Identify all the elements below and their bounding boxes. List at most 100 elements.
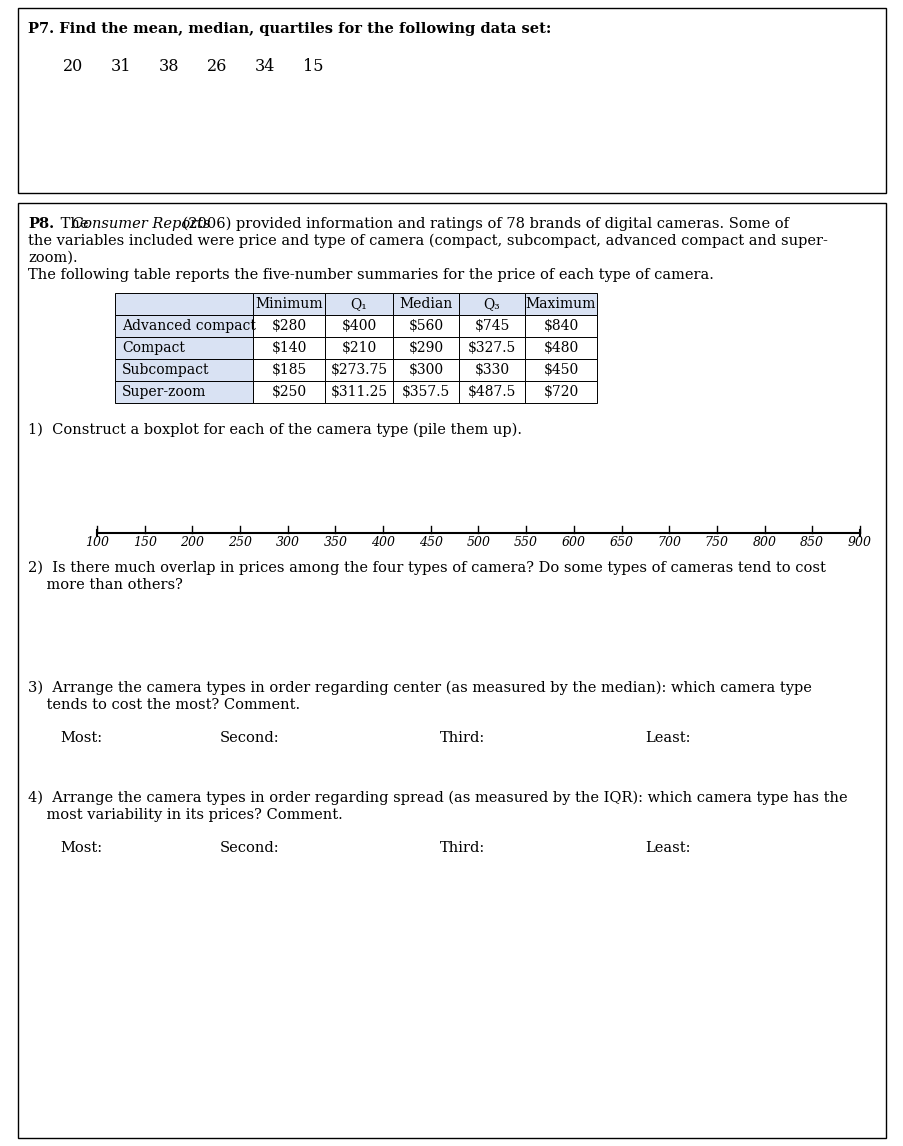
Text: 900: 900 (847, 536, 871, 549)
Text: Second:: Second: (219, 841, 279, 855)
Text: 15: 15 (303, 58, 323, 74)
Text: tends to cost the most? Comment.: tends to cost the most? Comment. (28, 698, 300, 712)
Text: $487.5: $487.5 (467, 385, 516, 399)
Text: The: The (56, 217, 93, 231)
Text: 20: 20 (63, 58, 83, 74)
Bar (393, 315, 459, 337)
Bar (253, 359, 325, 380)
Bar (393, 359, 459, 380)
Text: 600: 600 (562, 536, 585, 549)
Text: Third:: Third: (440, 841, 485, 855)
Bar (115, 293, 253, 315)
Bar (525, 359, 596, 380)
Bar (115, 380, 253, 403)
Text: $330: $330 (474, 363, 509, 377)
Text: zoom).: zoom). (28, 251, 78, 265)
Bar (253, 337, 325, 359)
Text: Q₃: Q₃ (483, 297, 500, 311)
Text: $400: $400 (341, 319, 377, 333)
Text: the variables included were price and type of camera (compact, subcompact, advan: the variables included were price and ty… (28, 234, 827, 249)
Bar (459, 380, 525, 403)
Bar (459, 315, 525, 337)
Text: 450: 450 (418, 536, 442, 549)
Text: 150: 150 (133, 536, 156, 549)
Text: $560: $560 (408, 319, 443, 333)
Text: 750: 750 (704, 536, 728, 549)
Text: Least:: Least: (644, 841, 690, 855)
Text: 250: 250 (228, 536, 252, 549)
Text: 550: 550 (514, 536, 537, 549)
Text: Most:: Most: (60, 731, 102, 745)
Text: $357.5: $357.5 (402, 385, 450, 399)
Bar (459, 359, 525, 380)
Text: 26: 26 (207, 58, 228, 74)
Bar (253, 293, 325, 315)
Text: 38: 38 (159, 58, 180, 74)
Text: Most:: Most: (60, 841, 102, 855)
Text: $210: $210 (341, 342, 377, 355)
Text: Minimum: Minimum (255, 297, 322, 311)
Text: $720: $720 (543, 385, 578, 399)
Text: most variability in its prices? Comment.: most variability in its prices? Comment. (28, 808, 342, 822)
Text: $250: $250 (271, 385, 306, 399)
Bar (393, 380, 459, 403)
Bar (253, 380, 325, 403)
Bar (393, 293, 459, 315)
Text: more than others?: more than others? (28, 578, 182, 592)
Text: 800: 800 (752, 536, 776, 549)
Text: Third:: Third: (440, 731, 485, 745)
Text: $140: $140 (271, 342, 306, 355)
Bar (393, 337, 459, 359)
Text: (2006) provided information and ratings of 78 brands of digital cameras. Some of: (2006) provided information and ratings … (178, 217, 788, 231)
Text: 2)  Is there much overlap in prices among the four types of camera? Do some type: 2) Is there much overlap in prices among… (28, 562, 825, 575)
Bar (459, 337, 525, 359)
Text: 100: 100 (85, 536, 109, 549)
Text: Median: Median (399, 297, 452, 311)
Bar (325, 337, 393, 359)
Bar (525, 337, 596, 359)
Text: P8.: P8. (28, 217, 54, 231)
Text: $745: $745 (474, 319, 509, 333)
Bar (18, 203, 885, 1138)
Text: 500: 500 (466, 536, 490, 549)
Text: $300: $300 (408, 363, 443, 377)
Text: 850: 850 (799, 536, 824, 549)
Text: Second:: Second: (219, 731, 279, 745)
Bar (325, 380, 393, 403)
Text: Consumer Reports: Consumer Reports (72, 217, 210, 231)
Text: 350: 350 (323, 536, 347, 549)
Text: 3)  Arrange the camera types in order regarding center (as measured by the media: 3) Arrange the camera types in order reg… (28, 681, 811, 696)
Bar (325, 315, 393, 337)
Text: Q₁: Q₁ (350, 297, 367, 311)
Text: Super-zoom: Super-zoom (122, 385, 206, 399)
Bar (459, 293, 525, 315)
Bar (253, 315, 325, 337)
Text: $327.5: $327.5 (468, 342, 516, 355)
Text: $280: $280 (271, 319, 306, 333)
Text: The following table reports the five-number summaries for the price of each type: The following table reports the five-num… (28, 268, 713, 282)
Text: $840: $840 (543, 319, 578, 333)
Text: Compact: Compact (122, 342, 185, 355)
Text: $273.75: $273.75 (330, 363, 387, 377)
Text: 300: 300 (275, 536, 300, 549)
Bar (325, 293, 393, 315)
Text: Subcompact: Subcompact (122, 363, 209, 377)
Text: Advanced compact: Advanced compact (122, 319, 256, 333)
Text: $480: $480 (543, 342, 578, 355)
Text: 700: 700 (656, 536, 681, 549)
Text: 400: 400 (371, 536, 395, 549)
Text: Least:: Least: (644, 731, 690, 745)
Bar (525, 315, 596, 337)
Text: 31: 31 (111, 58, 131, 74)
Text: P7. Find the mean, median, quartiles for the following data set:: P7. Find the mean, median, quartiles for… (28, 22, 551, 36)
Bar (115, 315, 253, 337)
Text: $311.25: $311.25 (330, 385, 387, 399)
Bar (325, 359, 393, 380)
Text: $185: $185 (271, 363, 306, 377)
Bar (115, 359, 253, 380)
Text: $450: $450 (543, 363, 578, 377)
Text: $290: $290 (408, 342, 443, 355)
Bar (115, 337, 253, 359)
Bar (525, 293, 596, 315)
Text: 34: 34 (255, 58, 275, 74)
